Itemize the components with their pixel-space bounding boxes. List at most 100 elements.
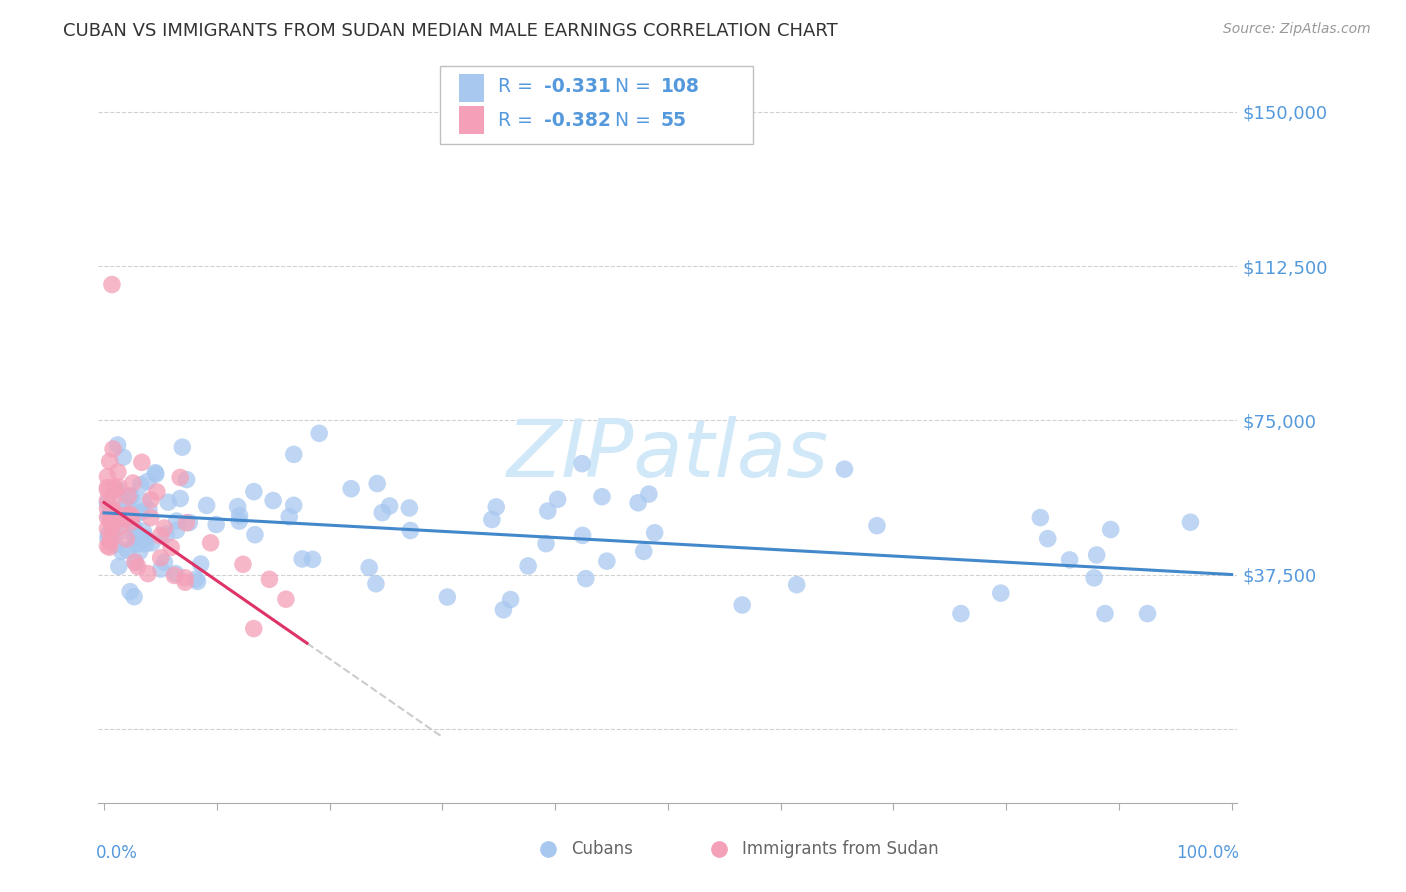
Point — [174, 571, 197, 585]
Point — [101, 525, 124, 540]
Point — [114, 508, 136, 523]
Point — [118, 507, 141, 521]
Point — [101, 493, 124, 508]
Point — [132, 524, 155, 538]
Point — [195, 499, 218, 513]
Point — [949, 607, 972, 621]
Point — [101, 520, 124, 534]
Point — [378, 499, 401, 513]
Point — [124, 555, 146, 569]
Point — [243, 484, 266, 499]
Point — [866, 518, 889, 533]
Point — [141, 536, 163, 550]
Point — [1085, 548, 1108, 562]
Point — [547, 492, 569, 507]
Point — [571, 528, 593, 542]
Point — [786, 578, 808, 592]
Point — [638, 487, 661, 501]
Point — [179, 516, 201, 530]
Point — [366, 476, 388, 491]
Point — [1094, 607, 1116, 621]
Point — [1136, 607, 1159, 621]
Point — [107, 512, 129, 526]
Bar — [460, 73, 485, 102]
Point — [644, 525, 666, 540]
Text: -0.331: -0.331 — [544, 78, 610, 96]
Point — [101, 502, 124, 516]
Point — [169, 491, 191, 506]
Point — [165, 566, 187, 581]
Point — [176, 516, 198, 530]
Point — [146, 484, 169, 499]
Point — [283, 447, 305, 461]
Point — [149, 562, 172, 576]
Point — [96, 493, 118, 508]
Point — [308, 426, 330, 441]
Point — [108, 559, 131, 574]
Point — [101, 277, 124, 292]
Point — [96, 539, 118, 553]
Point — [537, 504, 560, 518]
Point — [100, 514, 122, 528]
Text: Immigrants from Sudan: Immigrants from Sudan — [742, 839, 938, 858]
Point — [96, 496, 118, 510]
Text: 0.0%: 0.0% — [96, 844, 138, 862]
Point — [291, 552, 314, 566]
Point — [205, 517, 228, 532]
Point — [176, 473, 198, 487]
Point — [117, 490, 139, 504]
Point — [114, 497, 136, 511]
Point — [97, 508, 120, 523]
Point — [1099, 523, 1122, 537]
Text: R =: R = — [498, 111, 538, 129]
Point — [242, 622, 264, 636]
Point — [131, 504, 153, 518]
Point — [128, 506, 150, 520]
Text: N =: N = — [616, 111, 664, 129]
Point — [990, 586, 1012, 600]
Point — [301, 552, 323, 566]
Point — [190, 557, 212, 571]
Point — [107, 438, 129, 452]
Point — [436, 590, 458, 604]
Point — [228, 508, 250, 523]
Point — [226, 500, 249, 514]
Point — [122, 590, 145, 604]
Point — [627, 496, 650, 510]
Point — [731, 598, 754, 612]
Point — [145, 467, 167, 482]
Point — [122, 475, 145, 490]
Text: Source: ZipAtlas.com: Source: ZipAtlas.com — [1223, 22, 1371, 37]
Text: Cubans: Cubans — [571, 839, 633, 858]
Point — [105, 483, 128, 497]
Point — [124, 521, 146, 535]
Point — [481, 512, 503, 526]
Point — [121, 509, 143, 524]
Point — [200, 536, 222, 550]
Point — [136, 566, 159, 581]
Point — [97, 532, 120, 546]
Point — [398, 500, 420, 515]
Point — [174, 575, 197, 590]
Point — [1036, 532, 1059, 546]
Point — [100, 534, 122, 549]
Point — [232, 558, 254, 572]
Point — [517, 558, 540, 573]
Point — [153, 521, 176, 535]
Point — [596, 554, 619, 568]
Point — [96, 480, 118, 494]
Point — [112, 450, 135, 465]
Point — [100, 529, 122, 543]
Point — [262, 493, 284, 508]
Point — [129, 477, 152, 491]
Point — [1083, 571, 1105, 585]
Point — [131, 455, 153, 469]
Point — [149, 550, 172, 565]
Point — [340, 482, 363, 496]
Point — [283, 499, 305, 513]
Point — [169, 470, 191, 484]
Text: -0.382: -0.382 — [544, 111, 610, 129]
Point — [107, 480, 129, 494]
Point — [166, 514, 188, 528]
Point — [96, 469, 118, 483]
